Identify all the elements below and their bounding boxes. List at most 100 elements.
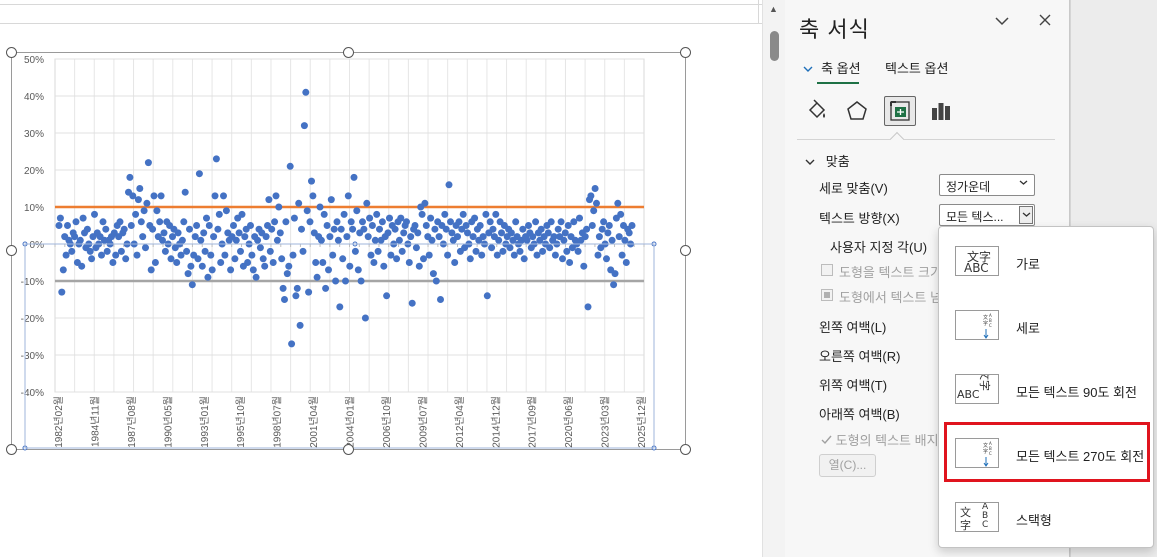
data-point bbox=[241, 233, 249, 241]
data-point bbox=[292, 292, 300, 300]
data-point bbox=[302, 88, 310, 96]
resize-handle-bottom-left[interactable] bbox=[6, 444, 17, 455]
data-point bbox=[222, 207, 230, 215]
menu-item-rotate-90[interactable]: 文字 ABC 모든 텍스트 90도 회전 bbox=[947, 361, 1147, 415]
resize-handle-right[interactable] bbox=[680, 245, 691, 256]
data-point bbox=[374, 247, 382, 255]
data-point bbox=[391, 225, 399, 233]
resize-handle-top-left[interactable] bbox=[6, 47, 17, 58]
tab-axis-options[interactable]: 축 옵션 bbox=[803, 58, 861, 77]
data-point bbox=[591, 185, 599, 192]
vertical-scrollbar[interactable]: ▲ bbox=[762, 0, 785, 557]
data-point bbox=[353, 207, 361, 215]
data-point bbox=[337, 225, 345, 233]
tab-text-options[interactable]: 텍스트 옵션 bbox=[885, 61, 949, 76]
data-point bbox=[220, 192, 227, 200]
data-point bbox=[488, 244, 496, 252]
svg-text:字: 字 bbox=[983, 448, 988, 455]
data-point bbox=[296, 321, 304, 329]
tab-axis-options-label: 축 옵션 bbox=[821, 61, 861, 76]
text-direction-dropdown[interactable]: 모든 텍스... bbox=[939, 204, 1035, 226]
menu-item-horizontal[interactable]: 文字 ABC 가로 bbox=[947, 233, 1147, 287]
x-tick-label: 2009년07월 bbox=[417, 396, 429, 448]
data-point bbox=[208, 266, 216, 274]
data-point bbox=[447, 218, 454, 226]
wrap-text-option[interactable]: 도형의 텍스트 배지 bbox=[821, 430, 939, 449]
data-point bbox=[359, 218, 366, 226]
chart-area[interactable]: 50% 40% 30% 20% 10% 0% -10% -20% -30% -40% 1982년02… bbox=[11, 52, 686, 451]
pane-options-chevron-icon[interactable] bbox=[994, 13, 1010, 34]
worksheet-area[interactable]: 50% 40% 30% 20% 10% 0% -10% -20% -30% -40% 1982년02… bbox=[0, 0, 762, 557]
y-tick-label: 40% bbox=[24, 92, 44, 103]
menu-item-rotate-270[interactable]: 文 字 A B C 모든 텍스트 270도 회전 bbox=[944, 422, 1150, 482]
data-point bbox=[590, 207, 598, 215]
data-point bbox=[98, 251, 105, 259]
scrollbar-thumb[interactable] bbox=[770, 31, 779, 61]
data-point bbox=[129, 192, 137, 200]
data-point bbox=[373, 210, 381, 218]
y-tick-label: -40% bbox=[21, 388, 44, 399]
data-point bbox=[615, 233, 623, 241]
svg-text:文: 文 bbox=[983, 442, 988, 449]
scatter-chart: 50% 40% 30% 20% 10% 0% -10% -20% -30% -40% 1982년02… bbox=[21, 55, 657, 451]
pane-close-icon[interactable] bbox=[1038, 11, 1052, 32]
columns-button[interactable]: 열(C)... bbox=[819, 454, 876, 477]
data-point bbox=[201, 247, 209, 255]
data-point bbox=[181, 188, 189, 196]
data-point bbox=[495, 236, 503, 244]
data-point bbox=[336, 303, 344, 311]
chevron-down-icon bbox=[1019, 178, 1028, 188]
resize-handle-left[interactable] bbox=[6, 245, 17, 256]
svg-text:A: A bbox=[989, 313, 992, 318]
data-point bbox=[200, 229, 208, 237]
data-point bbox=[437, 296, 444, 303]
data-point bbox=[139, 233, 147, 241]
data-point bbox=[319, 259, 327, 266]
resize-handle-top[interactable] bbox=[343, 47, 354, 58]
data-point bbox=[384, 229, 392, 237]
data-point bbox=[519, 225, 527, 233]
resize-handle-top-right[interactable] bbox=[680, 47, 691, 58]
data-point bbox=[186, 225, 193, 233]
data-point bbox=[300, 122, 308, 130]
effects-pentagon-icon[interactable] bbox=[841, 96, 873, 126]
fill-line-icon[interactable] bbox=[801, 96, 833, 126]
data-point bbox=[329, 251, 337, 259]
autofit-checkbox[interactable] bbox=[821, 264, 833, 276]
menu-item-vertical[interactable]: 文 字 A B C 세로 bbox=[947, 297, 1147, 351]
x-tick-label: 1998년07월 bbox=[272, 396, 284, 448]
menu-item-stacked[interactable]: 文 字 A B C 스택형 bbox=[947, 489, 1147, 543]
data-point bbox=[58, 288, 66, 296]
collapse-chevron-icon bbox=[805, 158, 818, 169]
data-point bbox=[156, 218, 164, 226]
resize-handle-bottom[interactable] bbox=[343, 444, 354, 455]
right-margin-label: 오른쪽 여백(R) bbox=[819, 349, 901, 364]
option-category-icons bbox=[801, 96, 1061, 128]
data-point bbox=[378, 218, 386, 226]
axis-options-bar-chart-icon[interactable] bbox=[925, 96, 957, 126]
data-point bbox=[235, 229, 243, 237]
data-point bbox=[320, 210, 328, 218]
data-point bbox=[574, 247, 582, 255]
scroll-up-arrow-icon[interactable]: ▲ bbox=[769, 4, 778, 14]
data-point bbox=[134, 196, 142, 204]
size-properties-icon[interactable] bbox=[884, 96, 916, 126]
resize-handle-bottom-right[interactable] bbox=[680, 444, 691, 455]
data-point bbox=[366, 214, 374, 222]
data-point bbox=[143, 199, 151, 207]
y-tick-label: -20% bbox=[21, 314, 44, 325]
data-point bbox=[55, 222, 63, 229]
data-point bbox=[276, 229, 284, 237]
data-point bbox=[273, 236, 281, 244]
data-point bbox=[554, 225, 562, 233]
x-tick-label: 2012년04월 bbox=[454, 396, 466, 448]
data-point bbox=[142, 244, 149, 252]
data-point bbox=[516, 247, 524, 255]
data-point bbox=[159, 236, 166, 244]
overflow-checkbox[interactable] bbox=[821, 289, 833, 301]
vertical-alignment-dropdown[interactable]: 정가운데 bbox=[939, 174, 1035, 196]
alignment-section-header[interactable]: 맞춤 bbox=[805, 151, 850, 170]
data-point bbox=[289, 251, 297, 259]
data-point bbox=[367, 251, 375, 259]
data-point bbox=[523, 236, 531, 244]
